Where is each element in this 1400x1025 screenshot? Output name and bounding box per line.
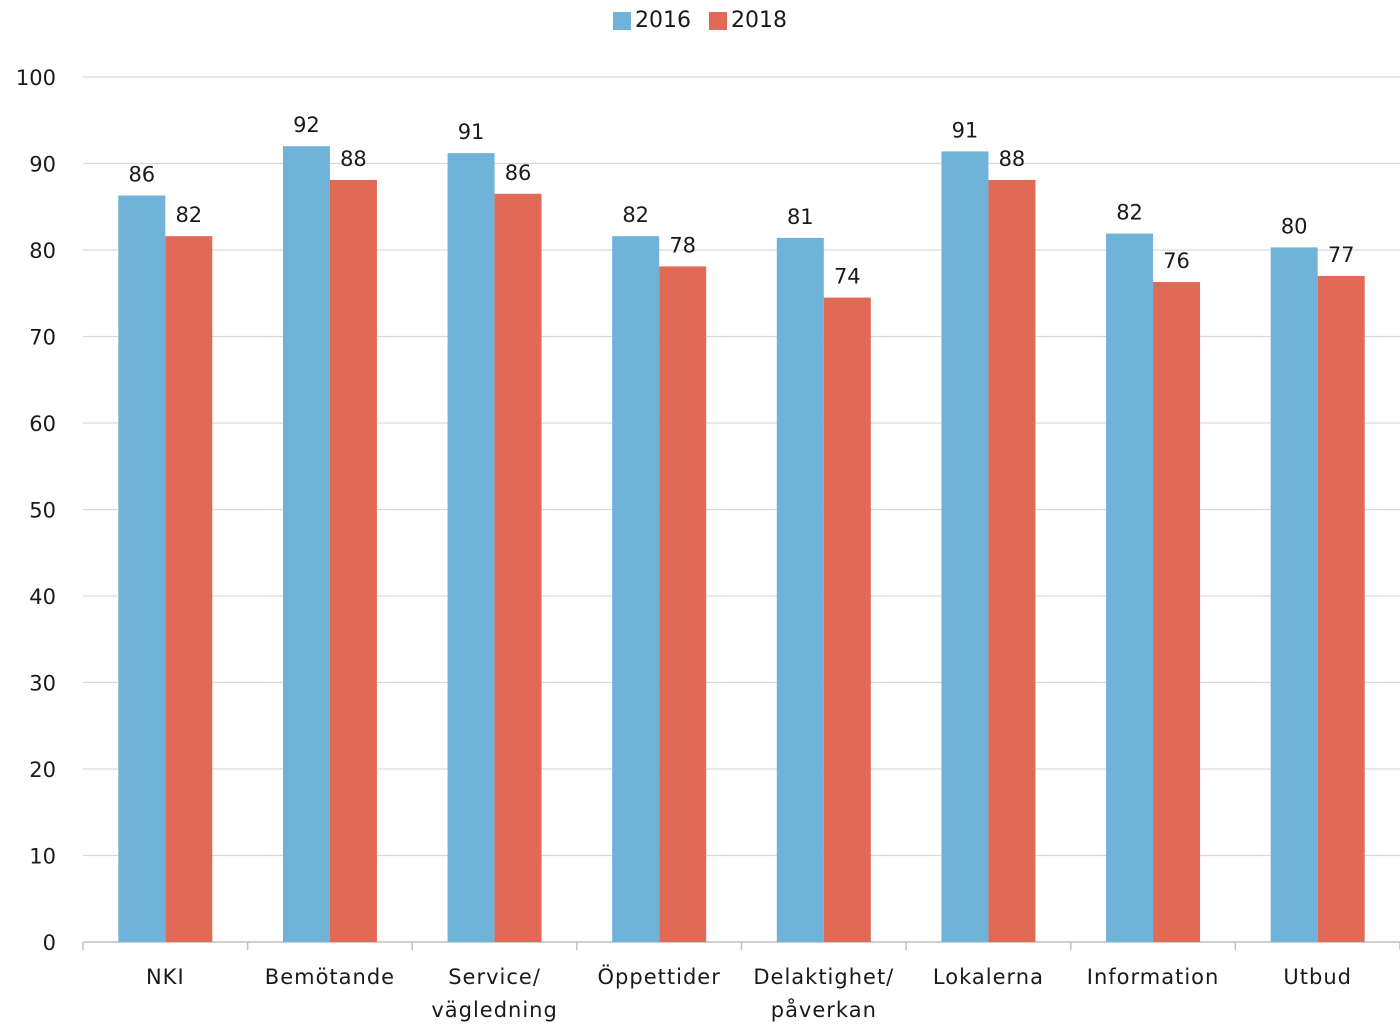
data-label-2018: 86 [505, 161, 532, 185]
x-category-label: Utbud [1283, 965, 1352, 989]
legend-item-2018: 2018 [709, 8, 787, 33]
legend-swatch-2018 [709, 11, 727, 30]
data-label-2018: 78 [669, 233, 696, 257]
y-tick-label: 10 [29, 845, 56, 869]
x-category-label: Bemötande [265, 965, 395, 989]
x-category-label: NKI [146, 965, 185, 989]
y-tick-label: 70 [29, 326, 56, 350]
bar-2016 [776, 237, 824, 942]
x-category-label: Service/ [448, 965, 541, 989]
bar-2016 [612, 236, 660, 942]
bar-2016 [447, 153, 495, 942]
data-label-2018: 88 [999, 147, 1026, 171]
legend-label-2018: 2018 [731, 8, 787, 33]
bar-2018 [329, 179, 377, 942]
y-tick-label: 40 [29, 585, 56, 609]
bar-2016 [1106, 233, 1154, 942]
x-category-label: Delaktighet/ [753, 965, 894, 989]
y-tick-label: 100 [16, 66, 56, 90]
bar-2016 [1270, 247, 1318, 942]
bar-2016 [118, 195, 166, 942]
legend-item-2016: 2016 [613, 8, 691, 33]
y-tick-label: 60 [29, 412, 56, 436]
y-tick-label: 50 [29, 499, 56, 523]
data-label-2018: 88 [340, 147, 367, 171]
bar-2018 [1153, 282, 1201, 942]
bar-2016 [941, 151, 989, 942]
bar-2018 [1317, 275, 1365, 942]
y-tick-label: 80 [29, 239, 56, 263]
data-label-2016: 80 [1281, 214, 1308, 238]
data-label-2016: 82 [1116, 201, 1143, 225]
legend-label-2016: 2016 [635, 8, 691, 33]
y-tick-label: 30 [29, 672, 56, 696]
data-label-2016: 82 [622, 203, 649, 227]
data-label-2018: 82 [175, 203, 202, 227]
x-category-label: Öppettider [598, 964, 721, 989]
y-tick-label: 0 [43, 931, 56, 955]
y-tick-label: 20 [29, 758, 56, 782]
bar-2018 [165, 236, 213, 942]
bar-2018 [823, 297, 871, 942]
data-label-2016: 92 [293, 113, 320, 137]
data-label-2018: 76 [1163, 249, 1190, 273]
x-category-label: Lokalerna [933, 965, 1044, 989]
data-label-2018: 74 [834, 265, 861, 289]
data-label-2016: 81 [787, 205, 814, 229]
bar-2018 [659, 266, 707, 942]
data-label-2016: 91 [952, 118, 979, 142]
y-tick-label: 90 [29, 153, 56, 177]
legend: 2016 2018 [0, 8, 1400, 33]
data-label-2018: 77 [1328, 243, 1355, 267]
bar-2018 [494, 193, 542, 942]
x-category-label: Information [1087, 965, 1220, 989]
legend-swatch-2016 [613, 11, 631, 30]
data-label-2016: 91 [458, 120, 485, 144]
bar-2018 [988, 179, 1036, 942]
x-category-label: vägledning [431, 998, 558, 1022]
bar-2016 [282, 146, 330, 942]
data-label-2016: 86 [128, 163, 155, 187]
x-category-label: påverkan [771, 997, 877, 1022]
